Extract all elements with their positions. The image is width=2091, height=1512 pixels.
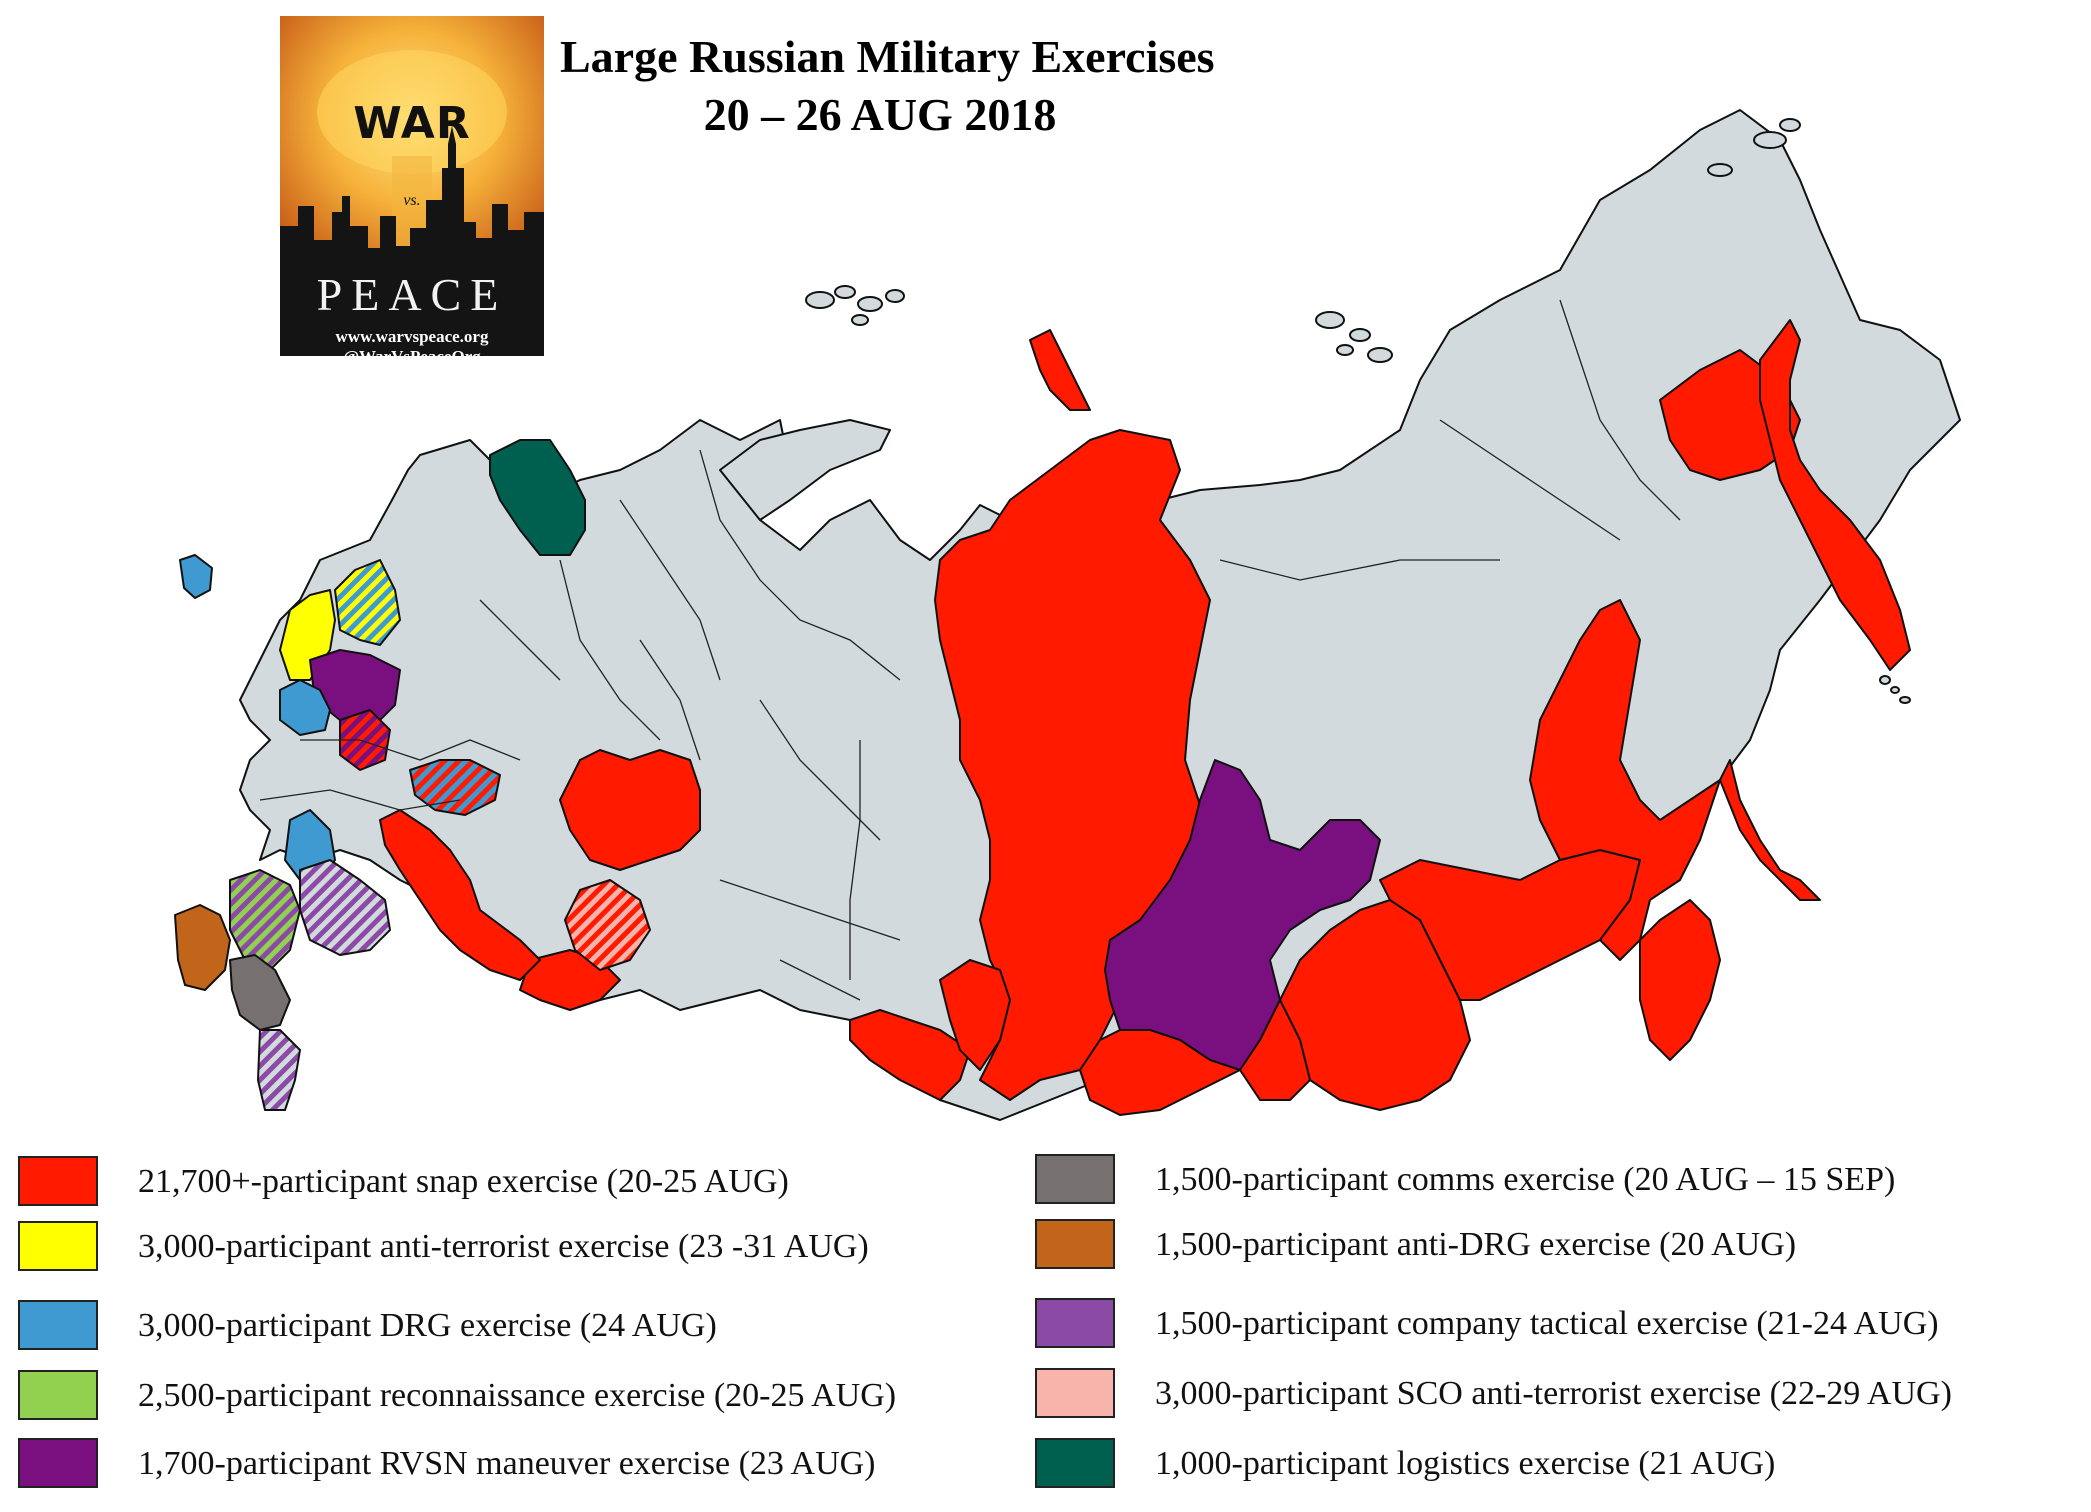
region-kaliningrad: [179, 554, 213, 599]
region-primorye: [1639, 899, 1721, 1061]
legend-label: 3,000-participant anti-terrorist exercis…: [138, 1228, 869, 1265]
region-khabarovsk: [1529, 599, 1721, 961]
region-buryatia: [1239, 999, 1311, 1101]
region-rostov: [229, 869, 301, 971]
title-line-1: Large Russian Military Exercises: [560, 31, 1215, 82]
region-murmansk: [489, 439, 586, 556]
region-leningrad: [334, 559, 401, 646]
legend-label: 3,000-participant DRG exercise (24 AUG): [138, 1307, 717, 1344]
island: [1336, 344, 1354, 356]
island: [1879, 675, 1891, 685]
legend-label: 2,500-participant reconnaissance exercis…: [138, 1377, 897, 1414]
region-novaya-zemlya: [719, 419, 891, 521]
island: [1315, 311, 1345, 329]
legend-swatch: [1035, 1438, 1115, 1488]
region-border-line: [639, 639, 701, 761]
legend-label: 1,500-participant anti-DRG exercise (20 …: [1155, 1226, 1797, 1263]
title-line-2: 20 – 26 AUG 2018: [703, 89, 1057, 140]
island: [1349, 328, 1371, 342]
island: [1779, 118, 1801, 132]
island: [885, 289, 905, 303]
region-border-line: [779, 959, 861, 1001]
region-tuva: [1079, 1029, 1241, 1116]
legend-swatch: [18, 1156, 98, 1206]
region-khakassia: [939, 959, 1011, 1071]
region-border-line: [1559, 299, 1681, 521]
logo-vs-text: vs.: [403, 192, 421, 209]
region-zabaykalsky: [1279, 899, 1471, 1111]
region-border-line: [1439, 419, 1621, 541]
legend-swatch: [18, 1438, 98, 1488]
region-mordovia: [409, 759, 501, 816]
region-stavropol: [229, 954, 291, 1031]
island: [1899, 696, 1911, 704]
legend-swatch: [1035, 1298, 1115, 1348]
legend-label: 1,500-participant comms exercise (20 AUG…: [1155, 1161, 1896, 1198]
region-kamchatka: [1759, 319, 1911, 671]
island: [1367, 347, 1393, 363]
region-sakhalin: [1719, 759, 1821, 901]
legend-label: 1,000-participant logistics exercise (21…: [1155, 1445, 1776, 1482]
region-border-line: [719, 879, 901, 941]
region-volga-band: [379, 809, 541, 981]
logo-war-text: WAR: [353, 98, 471, 149]
region-sverdlovsk: [559, 749, 701, 871]
region-border-line: [259, 789, 461, 811]
map-title: Large Russian Military Exercises 20 – 26…: [560, 28, 1215, 144]
russia-map: [174, 109, 1961, 1121]
island: [857, 296, 883, 312]
legend-label: 1,500-participant company tactical exerc…: [1155, 1305, 1939, 1342]
legend-swatch: [1035, 1368, 1115, 1418]
legend-swatch: [1035, 1219, 1115, 1269]
region-altai: [849, 1009, 971, 1101]
island: [805, 291, 835, 309]
region-volgograd: [299, 859, 391, 956]
legend-label: 21,700+-participant snap exercise (20-25…: [138, 1163, 789, 1200]
legend-swatch: [18, 1221, 98, 1271]
region-dagestan: [257, 1029, 301, 1111]
region-border-line: [300, 739, 521, 761]
city-skyline-icon: [280, 50, 544, 356]
region-border-line: [849, 740, 861, 980]
region-moscow: [339, 709, 391, 771]
legend-swatch: [18, 1300, 98, 1350]
logo-url-text: www.warvspeace.org: [335, 327, 489, 346]
region-border-line: [699, 449, 901, 681]
region-smolensk: [279, 679, 331, 736]
island: [1890, 686, 1900, 694]
region-crimea: [174, 904, 231, 991]
island: [834, 285, 856, 299]
logo-handle-text: @WarVsPeaceOrg: [280, 347, 544, 356]
legend-label: 1,700-participant RVSN maneuver exercise…: [138, 1445, 876, 1482]
island: [851, 314, 869, 326]
region-chelyabinsk: [564, 879, 651, 971]
war-vs-peace-logo: WAR vs. PEACE www.warvspeace.org @WarVsP…: [280, 16, 544, 356]
region-border-line: [479, 599, 561, 681]
region-severnaya-zemlya: [1029, 329, 1091, 411]
legend-swatch: [18, 1370, 98, 1420]
logo-peace-text: PEACE: [316, 269, 508, 320]
island: [1753, 131, 1787, 149]
region-border-line: [559, 559, 661, 741]
legend-swatch: [1035, 1154, 1115, 1204]
region-border-line: [619, 499, 721, 681]
island: [1707, 163, 1733, 177]
region-border-line: [1219, 559, 1500, 581]
legend-label: 3,000-participant SCO anti-terrorist exe…: [1155, 1375, 1952, 1412]
